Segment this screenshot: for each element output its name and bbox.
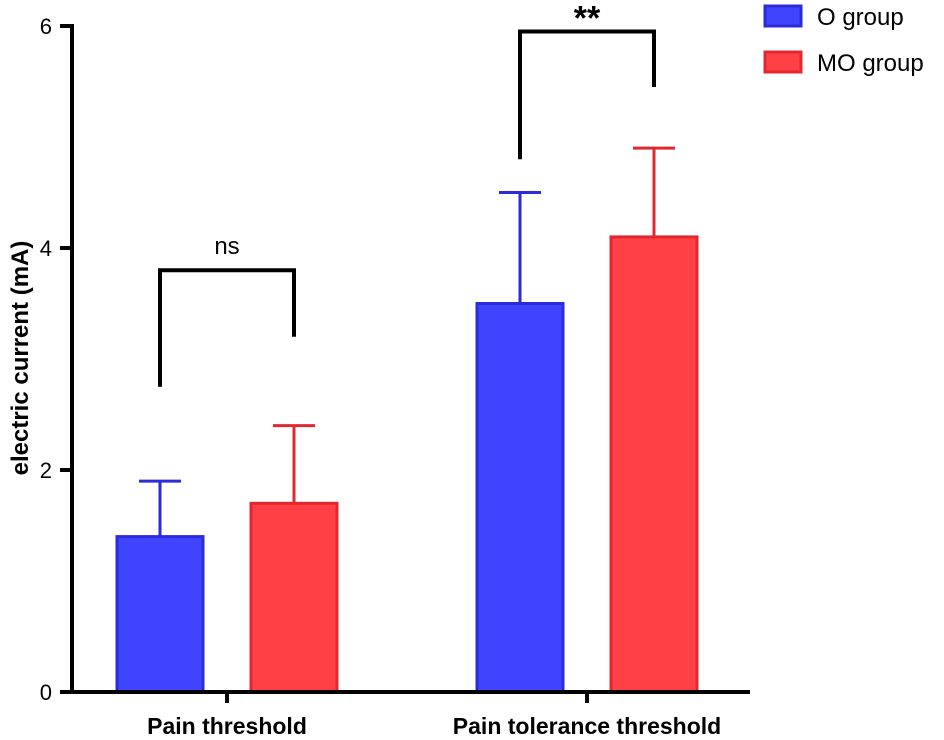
x-categories-layer: Pain threshold Pain tolerance threshold	[147, 692, 721, 739]
y-axis-title: electric current (mA)	[7, 241, 34, 476]
significance-label: **	[574, 0, 601, 38]
significance-bracket	[518, 29, 656, 160]
legend-label: MO group	[817, 50, 924, 77]
y-tick-label: 6	[40, 14, 52, 39]
legend: O group MO group	[763, 4, 924, 77]
x-category-label: Pain threshold	[147, 713, 307, 739]
bar-o-1	[475, 302, 565, 694]
y-tick-label: 2	[40, 458, 52, 483]
bar-o-0	[115, 535, 205, 694]
significance-label: ns	[214, 233, 239, 260]
y-ticks-layer: 0 2 4 6	[40, 14, 72, 705]
legend-swatch	[763, 4, 803, 28]
legend-swatch	[763, 50, 803, 74]
bar-mo-1	[609, 235, 699, 694]
significance-layer: ns **	[158, 0, 656, 387]
y-tick-label: 0	[40, 680, 52, 705]
significance-bracket	[158, 268, 296, 387]
bar-mo-0	[249, 501, 339, 694]
y-tick-label: 4	[40, 236, 52, 261]
axes-layer	[70, 24, 750, 694]
legend-label: O group	[817, 4, 904, 31]
error-bars-layer	[139, 146, 675, 537]
bars-layer	[115, 235, 699, 694]
x-category-label: Pain tolerance threshold	[453, 713, 721, 739]
